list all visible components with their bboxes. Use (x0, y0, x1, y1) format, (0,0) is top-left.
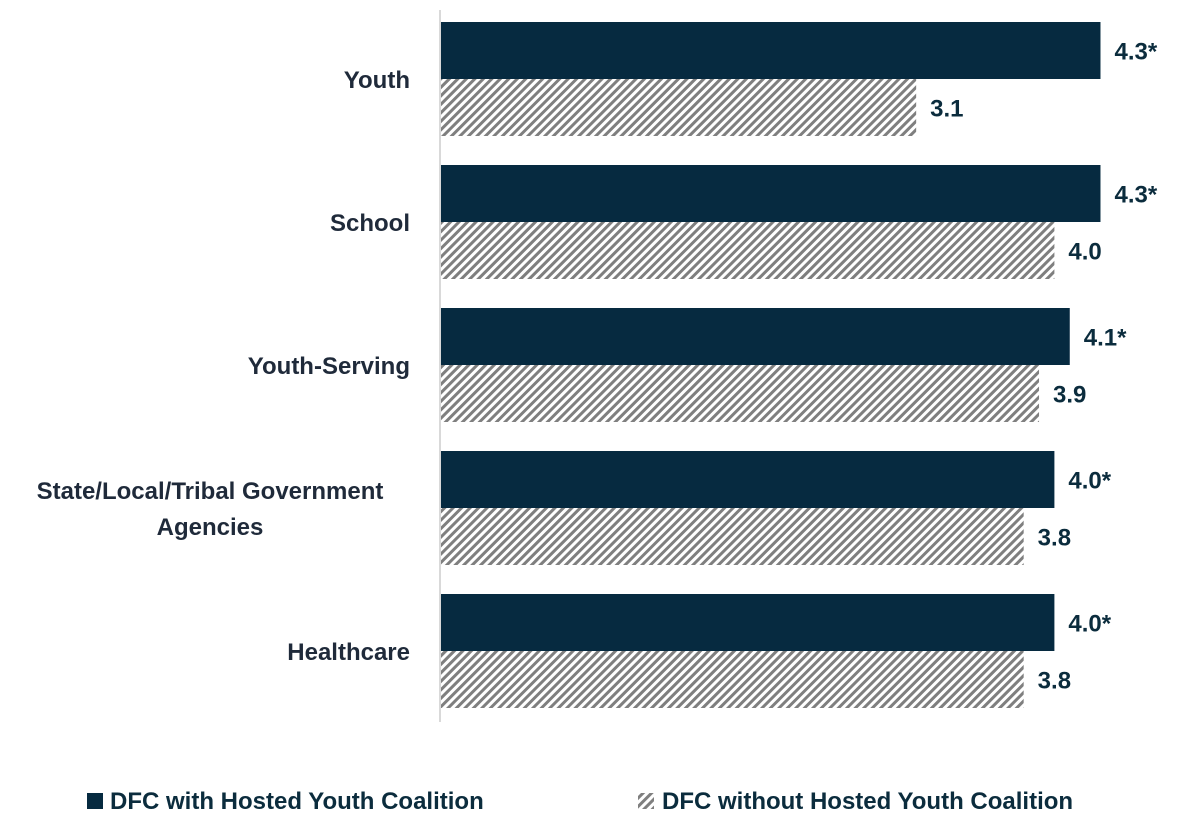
data-label-state-local-tribal-government-agencies-with-coalition: 4.0* (1068, 468, 1111, 495)
data-label-youth-without-coalition: 3.1 (930, 96, 963, 123)
bar-school-with-coalition (440, 165, 1101, 222)
category-label-youth-serving: Youth-Serving (248, 353, 410, 380)
data-label-school-with-coalition: 4.3* (1114, 182, 1157, 209)
data-label-healthcare-without-coalition: 3.8 (1038, 668, 1071, 695)
legend-label-without-hosted-youth-coalition: DFC without Hosted Youth Coalition (662, 788, 1073, 813)
legend: DFC with Hosted Youth Coalition DFC with… (87, 788, 1073, 813)
data-label-youth-serving-with-coalition: 4.1* (1084, 325, 1127, 352)
bar-youth-without-coalition (440, 79, 917, 136)
category-label-line: School (330, 210, 410, 237)
data-label-state-local-tribal-government-agencies-without-coalition: 3.8 (1038, 525, 1071, 552)
category-label-school: School (330, 210, 410, 237)
category-labels: Youth School Youth-Serving State/Local/Trib… (37, 67, 410, 666)
category-label-state-local-tribal-government-agencies: State/Local/Tribal Government Agencies (37, 478, 384, 541)
category-label-healthcare: Healthcare (287, 639, 410, 666)
category-label-line: Youth (344, 67, 410, 94)
bar-school-without-coalition (440, 222, 1055, 279)
category-label-line: Agencies (157, 514, 264, 541)
bar-healthcare-without-coalition (440, 651, 1024, 708)
bar-state-local-tribal-government-agencies-without-coalition (440, 508, 1024, 565)
bars-group (440, 22, 1101, 708)
legend-swatch-without-hosted-youth-coalition (638, 793, 654, 809)
data-label-youth-serving-without-coalition: 3.9 (1053, 382, 1086, 409)
bar-youth-serving-without-coalition (440, 365, 1040, 422)
category-label-line: Youth-Serving (248, 353, 410, 380)
bar-youth-serving-with-coalition (440, 308, 1070, 365)
category-label-youth: Youth (344, 67, 410, 94)
bar-state-local-tribal-government-agencies-with-coalition (440, 451, 1055, 508)
legend-swatch-with-hosted-youth-coalition (87, 793, 103, 809)
data-label-youth-with-coalition: 4.3* (1114, 39, 1157, 66)
bar-youth-with-coalition (440, 22, 1101, 79)
category-label-line: Healthcare (287, 639, 410, 666)
data-label-school-without-coalition: 4.0 (1068, 239, 1101, 266)
legend-label-with-hosted-youth-coalition: DFC with Hosted Youth Coalition (110, 788, 484, 813)
bar-healthcare-with-coalition (440, 594, 1055, 651)
data-label-healthcare-with-coalition: 4.0* (1068, 611, 1111, 638)
data-labels: 4.3* 3.1 4.3* 4.0 4.1* 3.9 4.0* 3.8 4.0* 3.8 (930, 39, 1158, 695)
category-label-line: State/Local/Tribal Government (37, 478, 384, 505)
